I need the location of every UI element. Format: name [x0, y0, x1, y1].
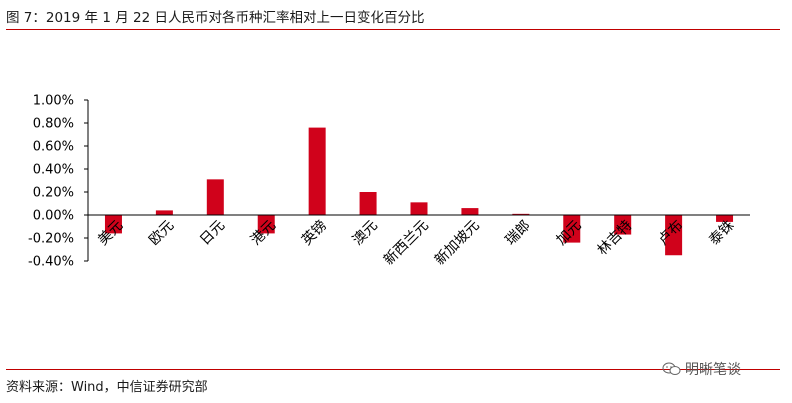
figure-title: 图 7：2019 年 1 月 22 日人民币对各币种汇率相对上一日变化百分比 — [6, 10, 425, 26]
bar — [104, 215, 122, 234]
category-label: 欧元 — [146, 218, 177, 249]
category-label: 泰铢 — [706, 218, 737, 249]
bar — [563, 215, 581, 243]
category-label: 澳元 — [350, 218, 381, 249]
bars — [104, 127, 734, 256]
y-tick-label: 0.60% — [33, 140, 74, 155]
bar — [512, 213, 530, 215]
bar — [614, 215, 632, 235]
y-axis: 1.00% 0.80% 0.60% 0.40% 0.20% 0.00% -0.20% -0.4… — [28, 94, 89, 270]
category-label: 新西兰元 — [381, 218, 432, 269]
y-tick-label: 0.00% — [33, 209, 74, 224]
y-tick-label: -0.20% — [28, 232, 74, 247]
category-label: 新加坡元 — [432, 218, 483, 269]
y-tick-label: -0.40% — [28, 255, 74, 270]
watermark: 明晰笔谈 — [662, 359, 741, 379]
source-rule — [6, 369, 780, 370]
bar — [155, 210, 173, 215]
y-tick-label: 0.80% — [33, 117, 74, 132]
category-label: 日元 — [197, 218, 228, 249]
source-note: 资料来源：Wind，中信证券研究部 — [6, 380, 208, 395]
bar — [359, 192, 377, 215]
bar — [461, 208, 479, 215]
title-rule — [6, 29, 780, 30]
bar — [410, 202, 428, 215]
watermark-text: 明晰笔谈 — [685, 362, 741, 378]
y-tick-label: 0.40% — [33, 163, 74, 178]
bar — [665, 215, 683, 256]
category-label: 瑞郎 — [503, 218, 534, 249]
bar — [716, 215, 734, 222]
bar — [206, 179, 224, 215]
y-tick-label: 1.00% — [33, 94, 74, 109]
category-label: 英镑 — [298, 217, 330, 249]
bar — [257, 215, 275, 234]
wechat-icon — [662, 362, 681, 375]
category-labels: 美元 欧元 日元 港元 英镑 澳元 新西兰元 新加坡元 瑞郎 加元 林吉特 卢布 泰铢 — [95, 217, 737, 269]
bar — [308, 127, 326, 215]
y-tick-label: 0.20% — [33, 186, 74, 201]
